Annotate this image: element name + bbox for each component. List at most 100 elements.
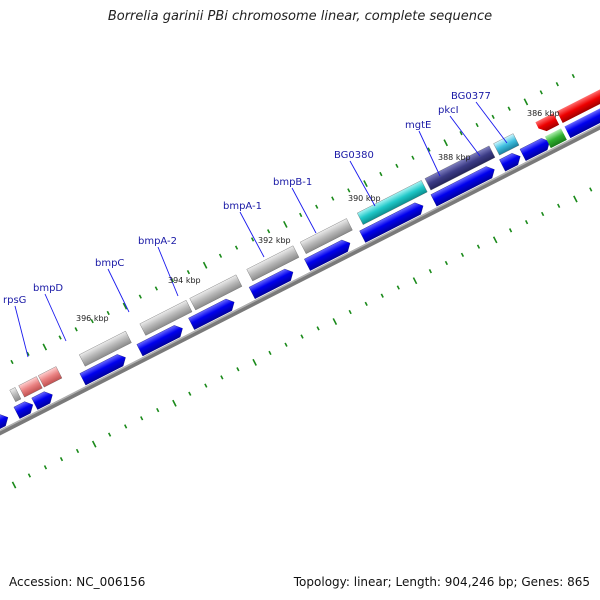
tick-mark [492, 236, 498, 244]
tick-mark [156, 407, 160, 413]
tick-mark [396, 285, 400, 290]
tick-mark [11, 481, 17, 489]
gene-feature [38, 366, 63, 388]
tick-mark [428, 269, 432, 274]
tick-mark [43, 465, 48, 470]
gene-label-pointer [157, 246, 179, 297]
tick-mark [154, 286, 158, 291]
kbp-label: 394 kbp [168, 276, 201, 285]
kbp-label: 390 kbp [348, 194, 381, 203]
tick-mark [140, 416, 144, 421]
cds-arrow [359, 202, 424, 243]
tick-mark [90, 319, 94, 324]
tick-mark [122, 302, 128, 310]
tick-row-upper [10, 73, 575, 365]
gene-label-pointer [44, 293, 67, 342]
tick-mark [27, 473, 32, 478]
tick-mark [58, 335, 62, 340]
gene-label: rpsG [3, 295, 26, 306]
cds-arrow [31, 391, 53, 410]
tick-mark [268, 350, 272, 356]
kbp-label: 388 kbp [438, 153, 471, 162]
tick-mark [571, 73, 575, 79]
gene-label: bmpC [95, 258, 124, 269]
gene-label: bmpB-1 [273, 177, 312, 188]
cds-arrow [430, 166, 495, 207]
tick-mark [508, 228, 513, 233]
gene-label: bmpD [33, 283, 63, 294]
tick-mark [379, 171, 383, 177]
gene-label-pointer [14, 305, 29, 358]
cds-arrow [248, 268, 294, 300]
gene-feature [18, 376, 43, 398]
tick-mark [138, 294, 142, 299]
gene-feature [535, 113, 560, 132]
tick-mark [332, 318, 338, 326]
gene-label: BG0380 [334, 150, 374, 161]
tick-mark [395, 163, 399, 169]
tick-mark [172, 399, 177, 407]
gene-feature [493, 133, 520, 156]
kbp-scale: 386 kbp 388 kbp 390 kbp 392 kbp 394 kbp 396 k… [76, 109, 560, 323]
tick-mark [539, 90, 543, 95]
tick-mark [250, 237, 255, 242]
gene-feature [424, 145, 496, 191]
tick-mark [74, 327, 78, 332]
kbp-label: 396 kbp [76, 314, 109, 323]
tick-mark [283, 220, 288, 228]
tick-mark [444, 260, 449, 266]
gene-feature [357, 180, 428, 225]
gene-label-pointer [418, 130, 441, 177]
tick-mark [91, 440, 97, 448]
tick-mark [363, 180, 368, 188]
gene-label-pointer [449, 115, 481, 157]
gene-label-pointer [475, 101, 508, 144]
gene-row-right [535, 84, 600, 149]
tick-mark [266, 229, 271, 234]
gene-label: pkcI [438, 105, 459, 116]
gene-label: bmpA-2 [138, 236, 177, 247]
cds-arrow [564, 99, 600, 139]
cds-arrow [499, 153, 521, 172]
tick-mark [300, 334, 304, 339]
tick-mark [252, 358, 257, 366]
gene-label-pointer [107, 268, 130, 313]
tick-mark [476, 244, 481, 249]
tick-mark [75, 448, 80, 454]
gene-label-pointer [291, 187, 317, 234]
gene-label: BG0377 [451, 91, 491, 102]
tick-mark [107, 432, 112, 437]
tick-mark [507, 106, 511, 111]
tick-mark [10, 359, 14, 365]
gene-feature [9, 387, 22, 402]
tick-mark [427, 147, 431, 152]
tick-mark [589, 187, 593, 192]
cds-arrow [13, 401, 34, 419]
tick-mark [555, 82, 559, 87]
cds-arrow [0, 414, 9, 430]
tick-mark [411, 155, 415, 160]
tick-mark [475, 122, 479, 128]
tick-mark [524, 220, 529, 225]
gene-feature [189, 274, 243, 311]
gene-feature [544, 128, 567, 149]
accession-text: Accession: NC_006156 [9, 575, 146, 589]
tick-mark [202, 261, 208, 269]
cds-arrow [79, 354, 126, 386]
gene-feature [556, 84, 600, 123]
tick-mark [124, 424, 128, 429]
tick-mark [299, 212, 303, 218]
tick-row-lower [11, 187, 593, 489]
tick-mark [315, 204, 319, 209]
tick-mark [316, 326, 320, 331]
genome-track [0, 73, 600, 489]
tick-mark [523, 98, 529, 106]
gene-feature [246, 245, 300, 282]
tick-mark [380, 293, 384, 298]
tick-mark [42, 343, 48, 351]
kbp-label: 392 kbp [258, 236, 291, 245]
chromosome-backbone [0, 113, 600, 445]
tick-mark [106, 310, 110, 316]
gene-label: bmpA-1 [223, 201, 262, 212]
